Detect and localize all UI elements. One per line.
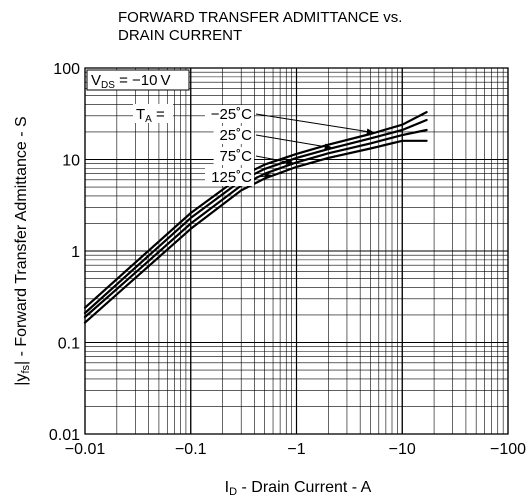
legend-prefix-label: TA = <box>136 106 165 125</box>
condition-label: VDS = −10 V <box>91 72 170 91</box>
series-label: 25˚C <box>219 127 252 144</box>
series-labels: −25˚C 25˚C 75˚C 125˚C <box>205 105 375 186</box>
y-tick-label: 1 <box>71 244 80 261</box>
series-label-arrowhead <box>285 158 295 165</box>
series-label-bg <box>205 168 254 186</box>
legend-prefix-eq: = <box>152 106 165 123</box>
condition-value: = −10 V <box>115 72 171 89</box>
x-axis-label-subscript: D <box>229 486 237 498</box>
series-label-arrowhead <box>324 143 333 150</box>
series-line <box>83 110 428 309</box>
series-label-leader <box>255 113 375 134</box>
series-label-arrowhead <box>264 173 274 180</box>
x-axis-label: ID - Drain Current - A <box>225 479 372 498</box>
series-label: −25˚C <box>211 106 252 123</box>
condition-symbol: V <box>91 72 101 89</box>
plot-frame <box>84 67 509 435</box>
condition-box: VDS = −10 V <box>86 69 190 91</box>
chart-title: FORWARD TRANSFER ADMITTANCE vs. DRAIN CU… <box>118 9 402 44</box>
chart-title-line-1: FORWARD TRANSFER ADMITTANCE vs. <box>118 9 402 26</box>
legend-prefix: TA = <box>133 104 173 125</box>
y-axis-label: |yfs| - Forward Transfer Admittance - S <box>13 116 32 385</box>
series-label-arrowhead <box>366 128 375 135</box>
x-tick-label: −10 <box>389 441 416 458</box>
legend-prefix-bg <box>133 104 173 123</box>
y-tick-label: 100 <box>53 61 80 78</box>
series-line <box>83 128 428 319</box>
y-axis-label-pre: |y <box>13 374 30 386</box>
legend-prefix-symbol: T <box>136 106 145 123</box>
series-label-leader <box>255 134 333 149</box>
series-line <box>83 118 428 315</box>
series-label: 75˚C <box>219 148 252 165</box>
series-label: 125˚C <box>211 169 252 186</box>
series-layer <box>83 110 428 324</box>
x-tick-labels: −0.01 −0.1 −1 −10 −100 <box>65 441 526 458</box>
y-tick-label: 10 <box>62 153 80 170</box>
x-axis-label-rest: - Drain Current - A <box>237 479 372 496</box>
legend-prefix-subscript: A <box>145 114 152 125</box>
y-tick-label: 0.1 <box>58 336 80 353</box>
condition-box-bg <box>86 69 190 91</box>
y-tick-label: 0.01 <box>49 427 80 444</box>
chart-title-line-2: DRAIN CURRENT <box>118 27 242 44</box>
x-tick-label: −0.1 <box>175 441 207 458</box>
series-line <box>83 139 428 324</box>
y-axis-label-rest: | - Forward Transfer Admittance - S <box>13 116 30 365</box>
x-tick-label: −1 <box>287 441 305 458</box>
series-label-bg <box>205 105 254 123</box>
x-tick-label: −100 <box>490 441 526 458</box>
y-axis-label-subscript: fs <box>20 364 32 373</box>
y-tick-labels: 0.01 0.1 1 10 100 <box>49 61 80 444</box>
x-axis-label-symbol: I <box>225 479 229 496</box>
x-tick-label: −0.01 <box>65 441 106 458</box>
series-label-bg <box>213 147 254 165</box>
series-label-bg <box>213 126 254 144</box>
condition-subscript: DS <box>101 80 115 91</box>
